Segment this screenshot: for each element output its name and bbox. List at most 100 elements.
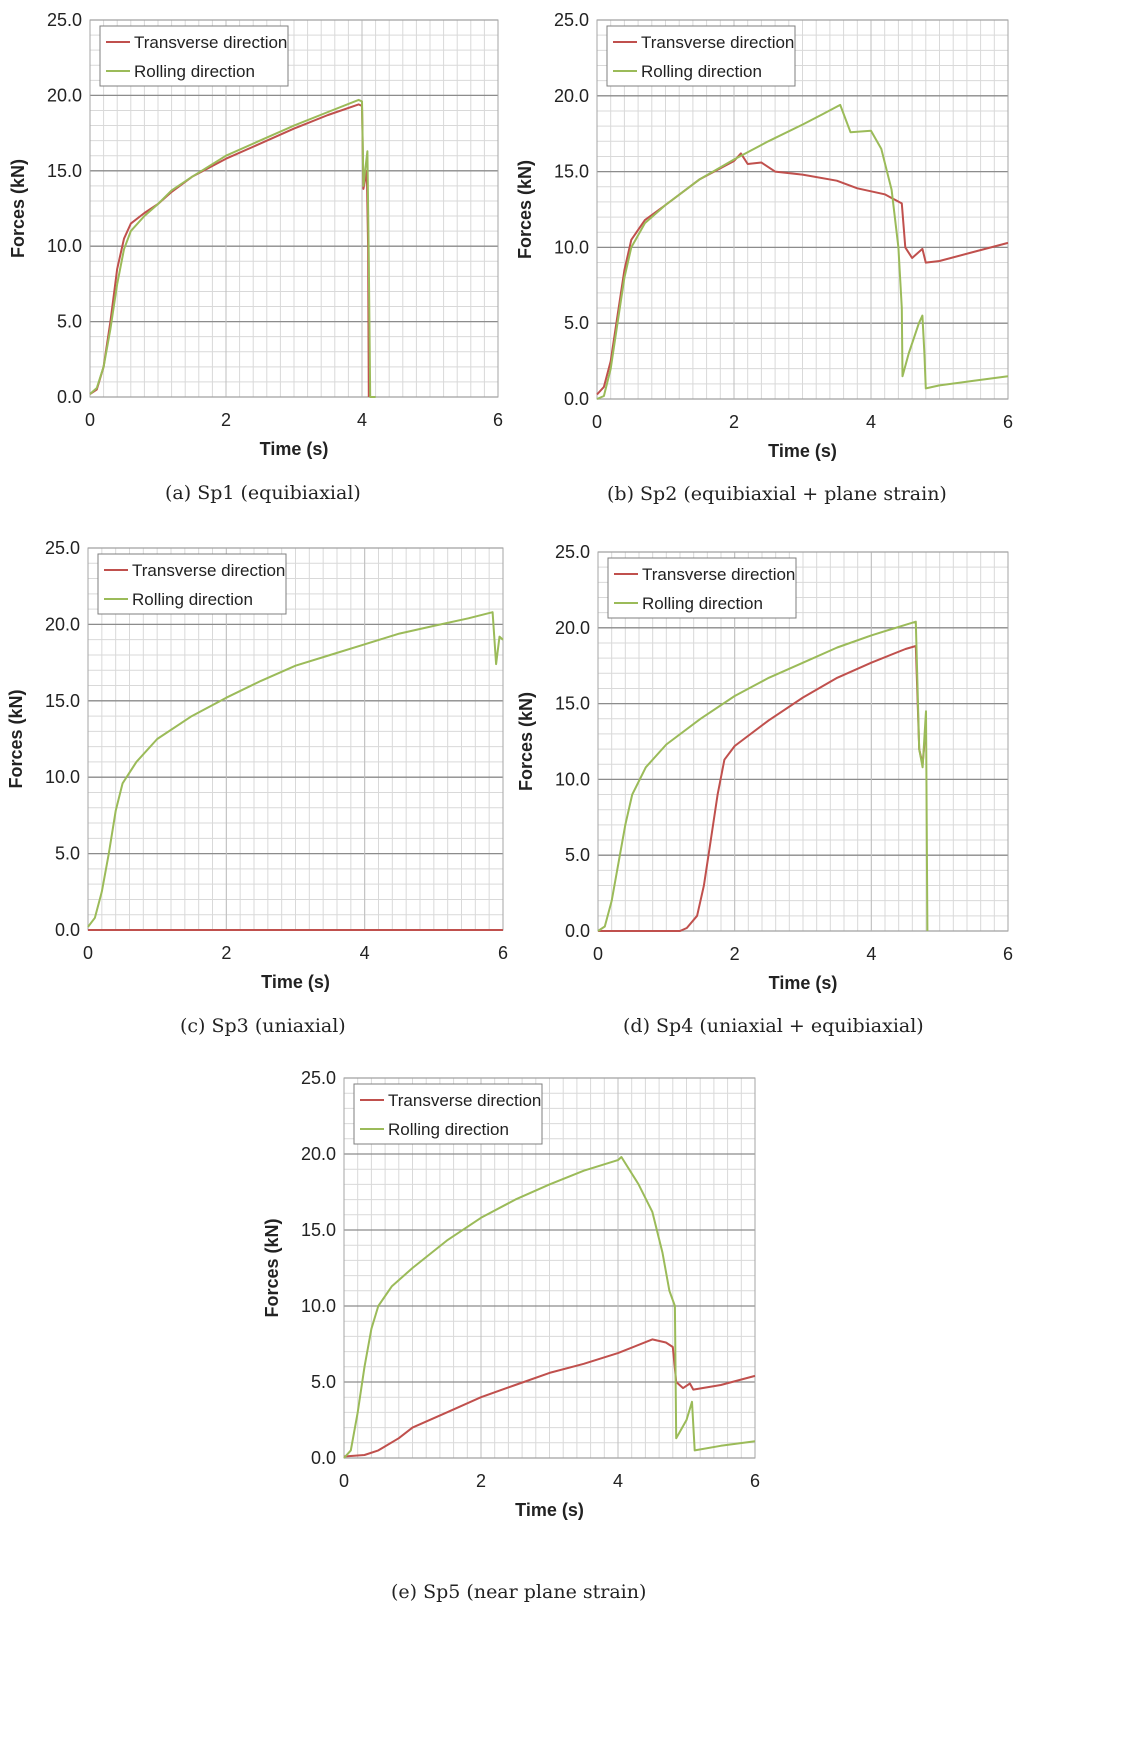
y-tick-label: 15.0 — [45, 691, 80, 711]
y-tick-label: 0.0 — [57, 387, 82, 407]
y-tick-label: 20.0 — [47, 85, 82, 105]
legend-label: Rolling direction — [132, 590, 253, 609]
series-line-rolling — [597, 620, 929, 932]
chart-d: 0.0 5.0 10.0 15.0 20.0 25.0 0 2 4 6 Time (s) Forces… — [516, 542, 1013, 993]
y-tick-label: 25.0 — [47, 10, 82, 30]
caption-e: (e) Sp5 (near plane strain) — [391, 1581, 647, 1603]
y-tick-label: 15.0 — [555, 694, 590, 714]
y-axis-label: Forces (kN) — [262, 1218, 282, 1317]
x-axis-label: Time (s) — [769, 973, 838, 993]
legend-label: Transverse direction — [134, 33, 287, 52]
series-line-transverse — [89, 103, 370, 398]
legend-label: Transverse direction — [388, 1091, 541, 1110]
y-tick-label: 25.0 — [554, 10, 589, 30]
plot-area-border — [343, 1077, 756, 1459]
x-tick-label: 0 — [592, 412, 602, 432]
series-line-rolling — [89, 98, 376, 398]
legend-box — [606, 25, 796, 87]
y-tick-label: 5.0 — [55, 844, 80, 864]
x-axis-label: Time (s) — [515, 1500, 584, 1520]
series-line-transverse — [343, 1338, 756, 1458]
y-tick-label: 0.0 — [565, 921, 590, 941]
y-tick-label: 20.0 — [301, 1144, 336, 1164]
legend-box — [97, 553, 287, 615]
x-tick-label: 6 — [1003, 412, 1013, 432]
y-axis-label: Forces (kN) — [8, 159, 28, 258]
y-tick-label: 5.0 — [311, 1372, 336, 1392]
x-tick-label: 4 — [866, 944, 876, 964]
legend: Transverse direction Rolling direction — [606, 25, 796, 87]
y-tick-label: 5.0 — [565, 845, 590, 865]
y-tick-label: 10.0 — [47, 236, 82, 256]
x-tick-label: 2 — [476, 1471, 486, 1491]
chart-c: 0.0 5.0 10.0 15.0 20.0 25.0 0 2 4 6 Time (s) Forces… — [6, 538, 508, 992]
x-axis-label: Time (s) — [768, 441, 837, 461]
chart-panel-b: 0.0 5.0 10.0 15.0 20.0 25.0 0 2 4 6 Time (s) Forces… — [515, 0, 1138, 520]
x-tick-label: 0 — [83, 943, 93, 963]
legend-label: Rolling direction — [642, 594, 763, 613]
series-line-rolling — [87, 611, 504, 928]
chart-panel-c: 0.0 5.0 10.0 15.0 20.0 25.0 0 2 4 6 Time (s) Forces… — [0, 525, 569, 1045]
x-tick-label: 4 — [866, 412, 876, 432]
x-tick-label: 4 — [613, 1471, 623, 1491]
x-axis-label: Time (s) — [261, 972, 330, 992]
x-tick-label: 4 — [360, 943, 370, 963]
plot-area-border — [597, 551, 1009, 932]
x-tick-label: 4 — [357, 410, 367, 430]
y-tick-label: 25.0 — [555, 542, 590, 562]
y-axis-label: Forces (kN) — [515, 160, 535, 259]
y-axis-label: Forces (kN) — [516, 692, 536, 791]
legend-label: Rolling direction — [641, 62, 762, 81]
caption-d: (d) Sp4 (uniaxial + equibiaxial) — [623, 1015, 924, 1037]
series-line-rolling — [343, 1156, 756, 1459]
x-tick-label: 6 — [1003, 944, 1013, 964]
plot-area-border — [89, 19, 499, 398]
legend-label: Transverse direction — [642, 565, 795, 584]
y-tick-label: 20.0 — [45, 614, 80, 634]
y-tick-label: 15.0 — [301, 1220, 336, 1240]
y-tick-label: 0.0 — [55, 920, 80, 940]
y-tick-label: 25.0 — [45, 538, 80, 558]
x-tick-label: 0 — [85, 410, 95, 430]
chart-e: 0.0 5.0 10.0 15.0 20.0 25.0 0 2 4 6 Time (s) Forces… — [262, 1068, 760, 1520]
legend: Transverse direction Rolling direction — [607, 557, 797, 619]
y-tick-label: 10.0 — [45, 767, 80, 787]
chart-a: 0.0 5.0 10.0 15.0 20.0 25.0 0 2 4 6 Time (s) Forces… — [8, 10, 503, 459]
caption-c: (c) Sp3 (uniaxial) — [180, 1015, 346, 1037]
caption-a: (a) Sp1 (equibiaxial) — [165, 482, 361, 504]
y-tick-label: 5.0 — [57, 312, 82, 332]
x-tick-label: 6 — [493, 410, 503, 430]
chart-panel-a: 0.0 5.0 10.0 15.0 20.0 25.0 0 2 4 6 Time (s) Forces… — [0, 0, 569, 520]
x-tick-label: 0 — [593, 944, 603, 964]
series-line-transverse — [596, 152, 1009, 396]
legend-box — [607, 557, 797, 619]
legend-label: Rolling direction — [388, 1120, 509, 1139]
y-tick-label: 15.0 — [47, 161, 82, 181]
y-tick-label: 25.0 — [301, 1068, 336, 1088]
y-tick-label: 15.0 — [554, 162, 589, 182]
x-tick-label: 2 — [730, 944, 740, 964]
caption-b: (b) Sp2 (equibiaxial + plane strain) — [607, 483, 947, 505]
legend-label: Transverse direction — [641, 33, 794, 52]
legend: Transverse direction Rolling direction — [353, 1083, 543, 1145]
y-tick-label: 10.0 — [554, 237, 589, 257]
x-tick-label: 2 — [729, 412, 739, 432]
plot-area-border — [596, 19, 1009, 400]
y-tick-label: 0.0 — [311, 1448, 336, 1468]
chart-b: 0.0 5.0 10.0 15.0 20.0 25.0 0 2 4 6 Time (s) Forces… — [515, 10, 1013, 461]
chart-panel-e: 0.0 5.0 10.0 15.0 20.0 25.0 0 2 4 6 Time (s) Forces… — [262, 1062, 853, 1603]
x-tick-label: 6 — [750, 1471, 760, 1491]
legend: Transverse direction Rolling direction — [99, 25, 289, 87]
y-tick-label: 20.0 — [554, 86, 589, 106]
chart-panel-d: 0.0 5.0 10.0 15.0 20.0 25.0 0 2 4 6 Time (s) Forces… — [516, 525, 1138, 1045]
x-tick-label: 6 — [498, 943, 508, 963]
x-axis-label: Time (s) — [260, 439, 329, 459]
legend-label: Transverse direction — [132, 561, 285, 580]
y-tick-label: 20.0 — [555, 618, 590, 638]
legend-box — [99, 25, 289, 87]
legend-label: Rolling direction — [134, 62, 255, 81]
y-tick-label: 10.0 — [301, 1296, 336, 1316]
x-tick-label: 2 — [221, 943, 231, 963]
x-tick-label: 2 — [221, 410, 231, 430]
y-tick-label: 0.0 — [564, 389, 589, 409]
